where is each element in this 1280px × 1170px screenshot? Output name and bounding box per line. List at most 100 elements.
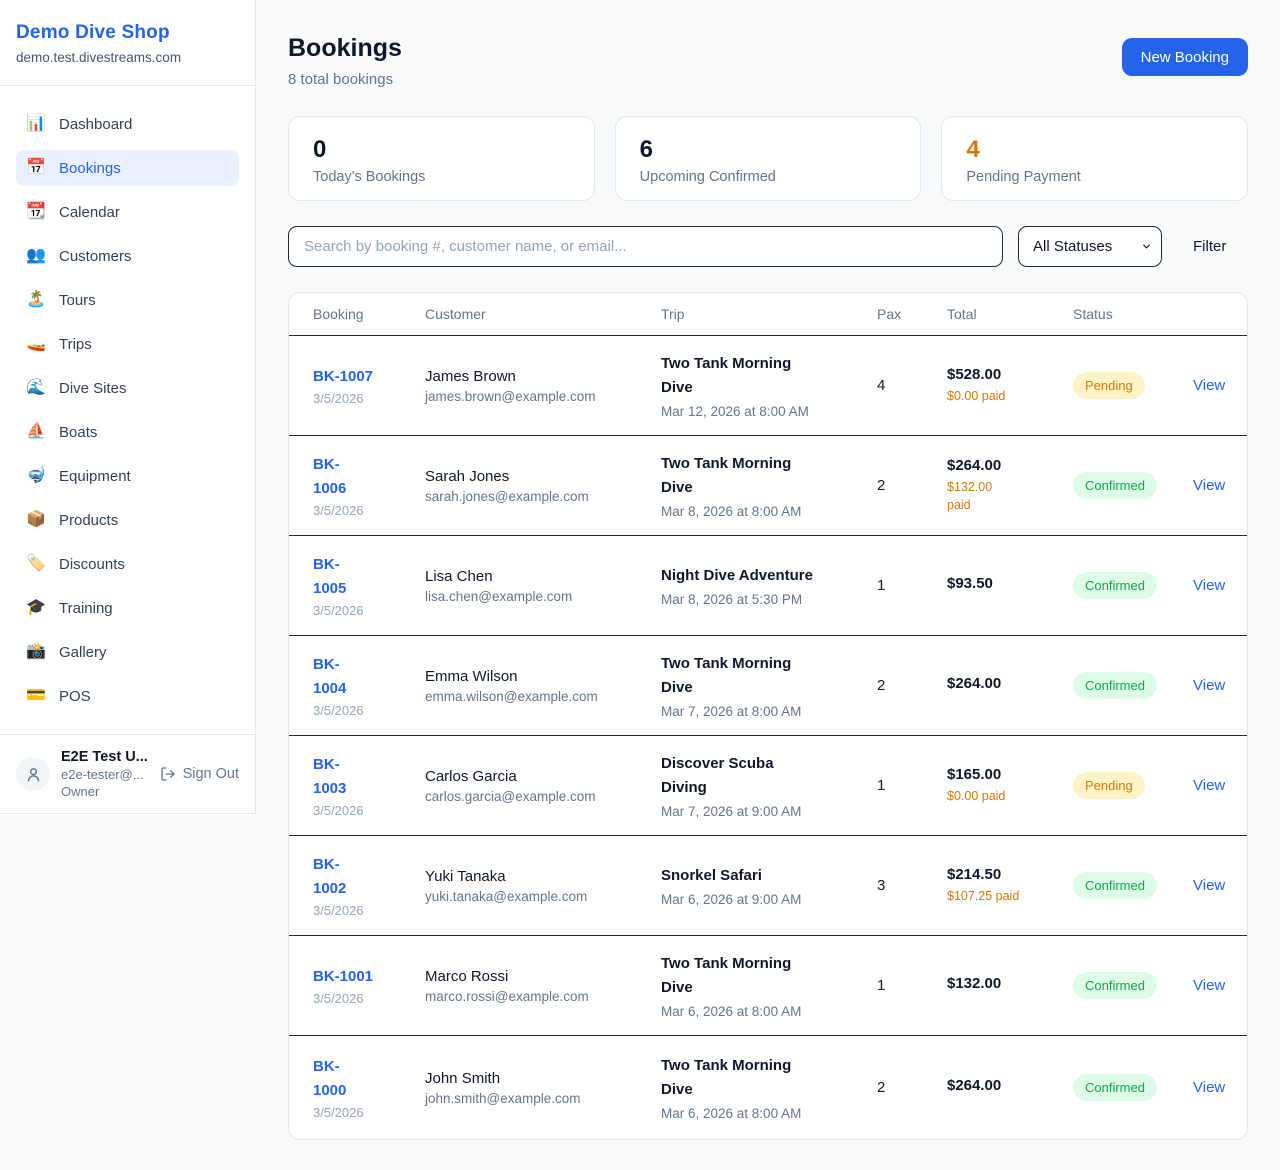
pax-count: 2 [877,1079,886,1096]
sidebar-item-discounts[interactable]: 🏷️ Discounts [16,546,239,582]
stat-value: 4 [966,136,980,163]
sidebar: Demo Dive Shop demo.test.divestreams.com… [0,0,256,814]
pax-count: 1 [877,977,886,994]
stat-label: Upcoming Confirmed [639,169,776,185]
sidebar-item-tours[interactable]: 🏝️ Tours [16,282,239,318]
total-amount: $93.50 [947,575,993,592]
booking-cell: BK- 1005 3/5/2026 [313,553,425,618]
sidebar-item-pos[interactable]: 💳 POS [16,678,239,714]
total-amount: $132.00 [947,975,1002,992]
dashboard-icon: 📊 [26,115,46,132]
customer-email: yuki.tanaka@example.com [425,888,588,904]
customer-cell: Emma Wilson emma.wilson@example.com [425,668,661,704]
customer-cell: Carlos Garcia carlos.garcia@example.com [425,768,661,804]
sidebar-item-calendar[interactable]: 📆 Calendar [16,194,239,230]
booking-link[interactable]: BK- 1005 [313,556,347,597]
view-link[interactable]: View [1193,476,1226,494]
status-badge: Pending [1073,372,1145,399]
user-email: e2e-tester@... [61,767,144,782]
sidebar-item-trips[interactable]: 🚤 Trips [16,326,239,362]
customer-name: Marco Rossi [425,967,509,985]
booking-link[interactable]: BK- 1000 [313,1058,347,1099]
actions-cell: View [1193,476,1226,495]
paid-amount: $107.25 paid [947,888,1020,903]
customer-cell: Sarah Jones sarah.jones@example.com [425,468,661,504]
view-link[interactable]: View [1193,976,1226,994]
sidebar-nav: 📊 Dashboard 📅 Bookings 📆 Calendar 👥 Cust… [0,86,255,734]
status-badge: Confirmed [1073,1074,1157,1101]
customer-email: emma.wilson@example.com [425,688,598,704]
table-row: BK-1007 3/5/2026 James Brown james.brown… [289,336,1247,436]
filter-button[interactable]: Filter [1193,238,1227,255]
total-amount: $214.50 [947,865,1002,883]
column-header-pax: Pax [877,306,902,322]
table-row: BK- 1000 3/5/2026 John Smith john.smith@e… [289,1036,1247,1139]
dive-sites-icon: 🌊 [26,379,46,396]
trips-icon: 🚤 [26,335,46,352]
sidebar-item-customers[interactable]: 👥 Customers [16,238,239,274]
view-link[interactable]: View [1193,876,1226,894]
total-cell: $264.00 [947,675,1073,696]
booking-link[interactable]: BK- 1004 [313,656,347,697]
booking-cell: BK- 1000 3/5/2026 [313,1055,425,1120]
booking-link[interactable]: BK-1007 [313,368,374,385]
sidebar-item-equipment[interactable]: 🤿 Equipment [16,458,239,494]
booking-link[interactable]: BK-1001 [313,968,374,985]
view-link[interactable]: View [1193,676,1226,694]
booking-date: 3/5/2026 [313,903,364,918]
brand-domain: demo.test.divestreams.com [16,50,182,65]
trip-datetime: Mar 12, 2026 at 8:00 AM [661,404,809,419]
search-input[interactable] [288,226,1003,267]
new-booking-button[interactable]: New Booking [1121,38,1248,76]
column-header-trip: Trip [661,306,685,322]
column-header-total: Total [947,306,977,322]
view-link[interactable]: View [1193,576,1226,594]
total-amount: $264.00 [947,675,1002,692]
trip-cell: Night Dive Adventure Mar 8, 2026 at 5:30… [661,564,877,607]
view-link[interactable]: View [1193,376,1226,394]
actions-cell: View [1193,876,1226,895]
sidebar-item-boats[interactable]: ⛵ Boats [16,414,239,450]
gallery-icon: 📸 [26,643,46,660]
trip-cell: Two Tank Morning Dive Mar 8, 2026 at 8:00… [661,452,877,519]
booking-link[interactable]: BK- 1002 [313,856,347,897]
total-cell: $165.00 $0.00 paid [947,766,1073,805]
total-amount: $165.00 [947,765,1002,783]
tours-icon: 🏝️ [26,291,46,308]
user-name: E2E Test U... [61,749,148,765]
sidebar-item-training[interactable]: 🎓 Training [16,590,239,626]
stat-card: 6 Upcoming Confirmed [614,116,922,201]
booking-link[interactable]: BK- 1006 [313,456,347,497]
stat-value: 0 [313,136,327,163]
person-icon [27,767,39,782]
status-select[interactable]: All Statuses [1018,226,1162,267]
avatar [16,757,50,791]
sidebar-item-products[interactable]: 📦 Products [16,502,239,538]
sidebar-item-bookings[interactable]: 📅 Bookings [16,150,239,186]
booking-cell: BK- 1004 3/5/2026 [313,653,425,718]
view-link[interactable]: View [1193,776,1226,794]
status-cell: Confirmed [1073,572,1193,599]
sidebar-item-label: Dive Sites [59,379,127,397]
sidebar-item-dashboard[interactable]: 📊 Dashboard [16,106,239,142]
trip-name: Two Tank Morning Dive [661,355,792,396]
sidebar-item-gallery[interactable]: 📸 Gallery [16,634,239,670]
sidebar-item-label: Bookings [59,159,121,177]
bookings-table: Booking Customer Trip Pax Total Status B… [288,292,1248,1140]
sidebar-item-dive-sites[interactable]: 🌊 Dive Sites [16,370,239,406]
column-header-status: Status [1073,306,1113,322]
column-header-customer: Customer [425,306,486,322]
booking-date: 3/5/2026 [313,1105,364,1120]
customer-cell: John Smith john.smith@example.com [425,1070,661,1106]
sign-out-button[interactable]: Sign Out [160,766,239,782]
sidebar-item-label: Tours [59,291,96,309]
customer-email: lisa.chen@example.com [425,588,573,604]
customer-name: John Smith [425,1069,501,1087]
view-link[interactable]: View [1193,1078,1226,1096]
customer-name: Emma Wilson [425,667,518,685]
user-role: Owner [61,784,100,799]
booking-link[interactable]: BK- 1003 [313,756,347,797]
status-badge: Confirmed [1073,472,1157,499]
sign-out-icon [160,767,175,781]
customer-email: carlos.garcia@example.com [425,788,596,804]
